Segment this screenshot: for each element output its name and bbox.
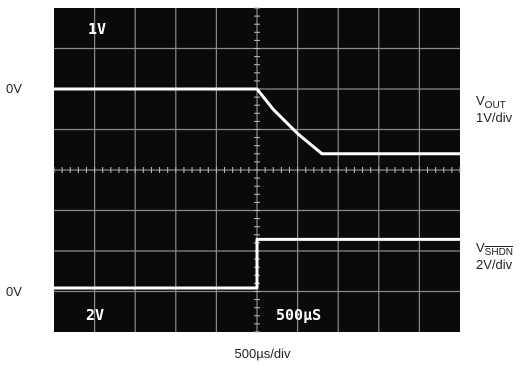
vout-subscript: OUT (484, 100, 506, 111)
vshdn-scale: 2V/div (476, 257, 513, 272)
vout-scale: 1V/div (476, 110, 513, 125)
vshdn-zero-label: 0V (6, 284, 22, 299)
vshdn-symbol: V (476, 240, 485, 255)
vout-zero-label: 0V (6, 81, 22, 96)
screen-label-ch1-scale: 1V (88, 20, 106, 38)
vout-trace (52, 87, 462, 156)
x-axis-label: 500µs/div (234, 346, 291, 361)
vout-trace-label: VOUT 1V/div (476, 93, 512, 125)
screen-label-timebase: 500µS (276, 306, 321, 324)
vout-symbol: V (476, 93, 485, 108)
screen-label-ch2-scale: 2V (86, 306, 104, 324)
vshdn-subscript: SHDN (484, 247, 514, 258)
vshdn-trace (52, 237, 462, 290)
vshdn-trace-label: VSHDN 2V/div (476, 240, 513, 272)
